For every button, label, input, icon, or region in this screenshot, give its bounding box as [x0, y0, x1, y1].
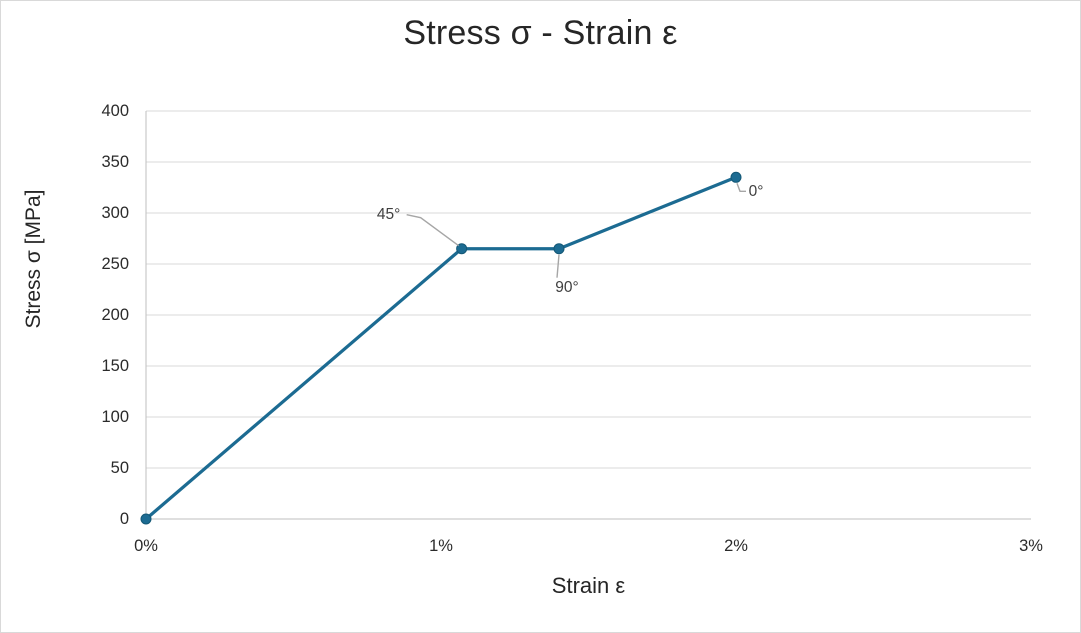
annotation-leader-line	[406, 214, 460, 247]
data-point-marker	[553, 243, 565, 255]
y-tick-label: 0	[120, 510, 129, 528]
y-tick-label: 100	[101, 408, 129, 426]
annotation-leader-line	[556, 254, 560, 278]
y-tick-label: 300	[101, 204, 129, 222]
annotation-label: 90°	[555, 279, 578, 296]
annotation-label: 45°	[377, 206, 400, 223]
x-tick-label: 2%	[724, 537, 748, 555]
annotation-label: 0°	[749, 183, 764, 200]
y-tick-label: 400	[101, 102, 129, 120]
data-point-marker	[140, 513, 152, 525]
chart-title: Stress σ - Strain ε	[403, 14, 678, 52]
x-tick-label: 1%	[429, 537, 453, 555]
y-tick-label: 200	[101, 306, 129, 324]
x-tick-label: 0%	[134, 537, 158, 555]
x-axis-title: Strain ε	[551, 573, 626, 598]
series-line	[144, 175, 738, 521]
data-point-marker	[456, 243, 468, 255]
y-tick-label: 350	[101, 153, 129, 171]
y-tick-label: 150	[101, 357, 129, 375]
x-tick-label: 3%	[1019, 537, 1043, 555]
annotation-leader-line	[736, 183, 746, 193]
data-point-marker	[730, 171, 742, 183]
y-tick-label: 50	[111, 459, 129, 477]
y-tick-label: 250	[101, 255, 129, 273]
